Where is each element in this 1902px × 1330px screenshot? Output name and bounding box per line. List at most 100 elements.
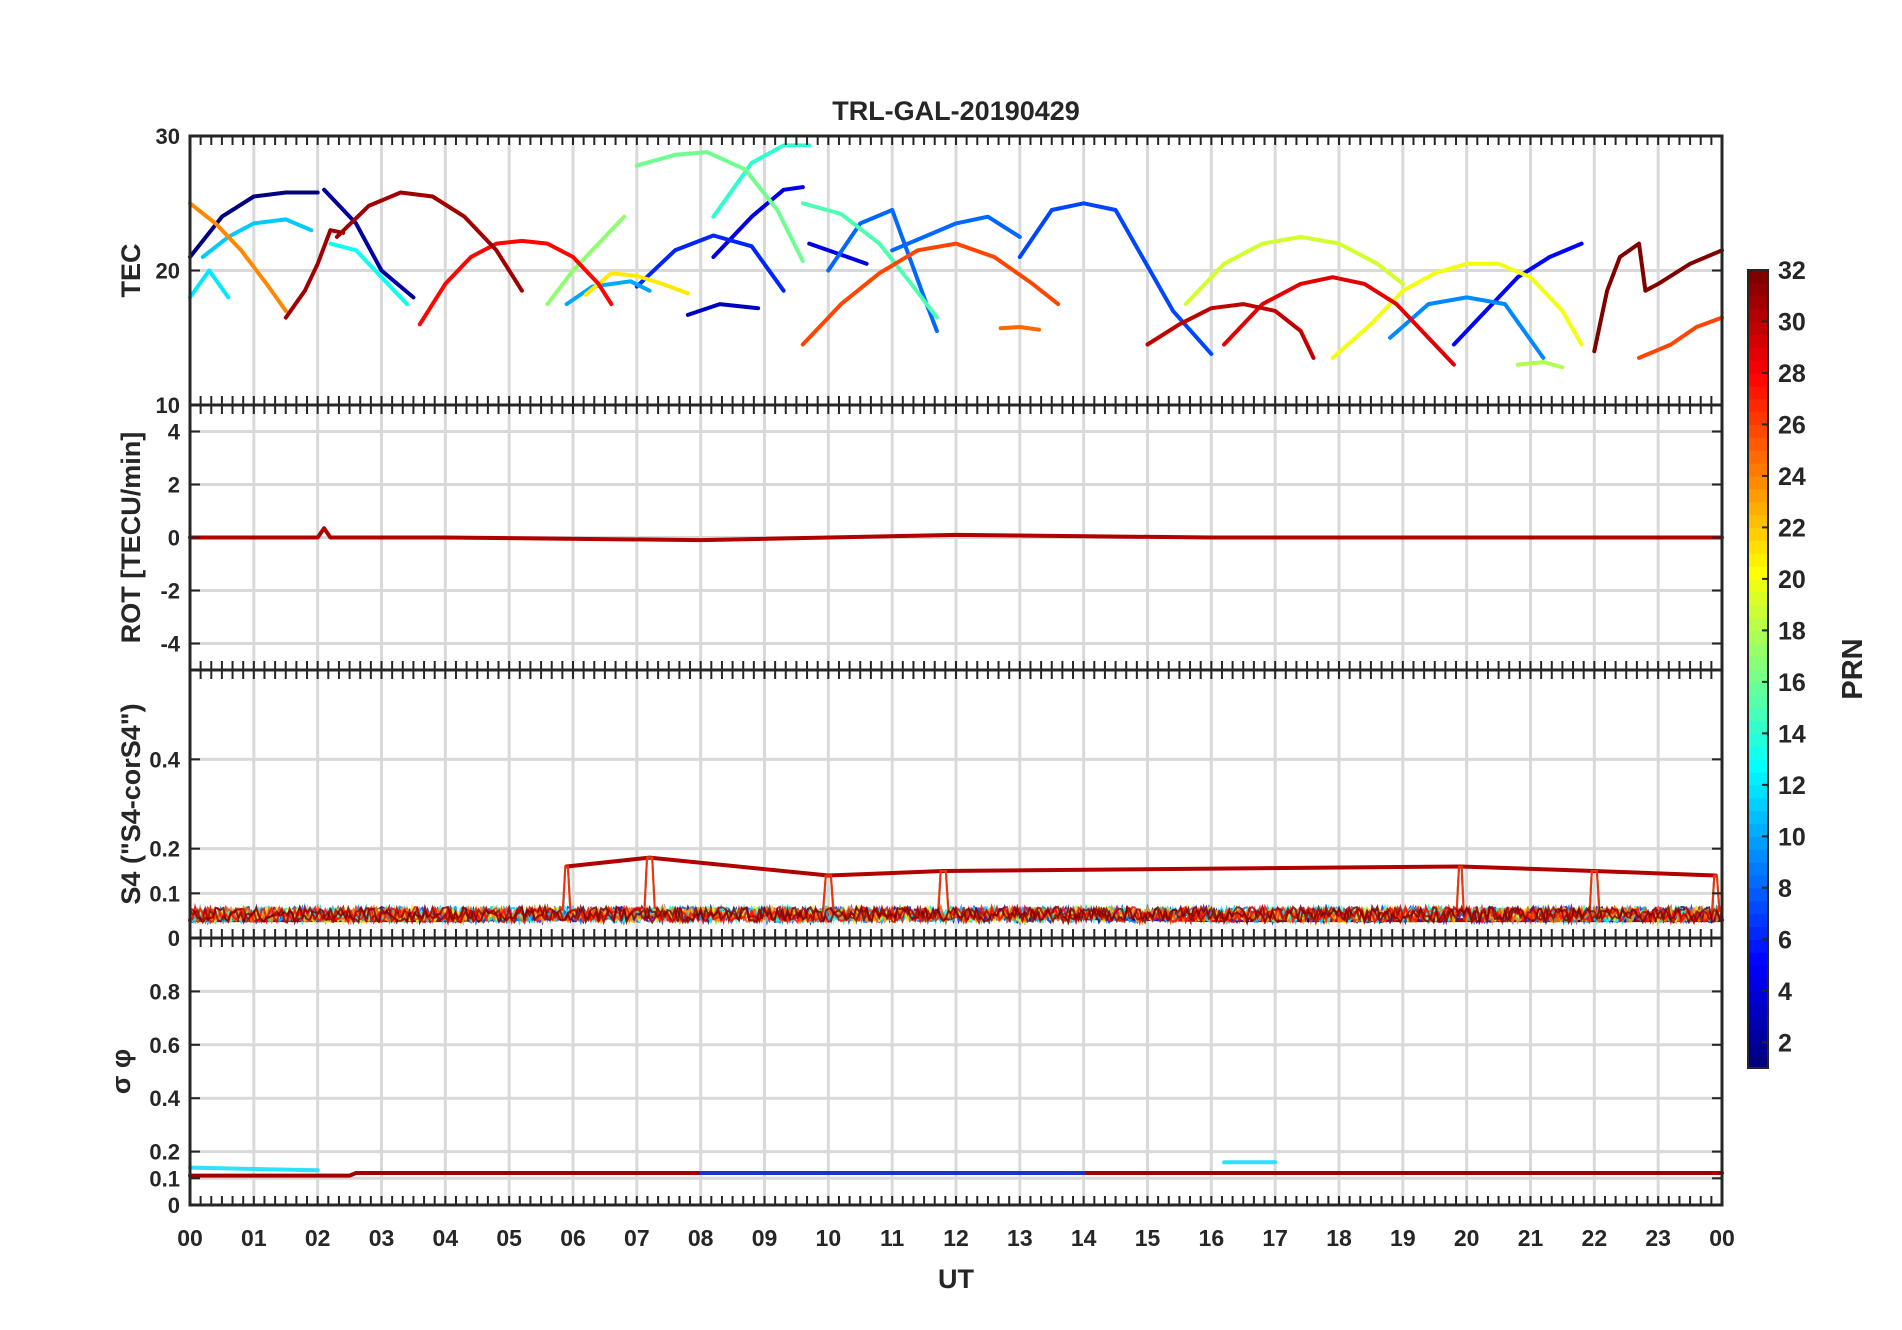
series-line — [417, 238, 614, 327]
colorbar-swatch — [1748, 810, 1768, 825]
x-tick-label: 21 — [1518, 1225, 1544, 1251]
series-line — [334, 190, 524, 293]
y-axis-label: σ φ — [106, 1049, 136, 1094]
x-tick-label: 17 — [1262, 1225, 1288, 1251]
colorbar-swatch — [1748, 321, 1768, 335]
colorbar-tick-label: 18 — [1778, 617, 1806, 645]
colorbar-swatch — [1748, 463, 1768, 477]
series-line — [1017, 201, 1214, 356]
series-line — [1592, 241, 1724, 354]
colorbar-tick-label: 22 — [1778, 514, 1806, 542]
x-tick-label: 06 — [560, 1225, 586, 1251]
colorbar-tick-label: 2 — [1778, 1029, 1792, 1057]
series-group — [188, 526, 1724, 543]
colorbar-swatch — [1748, 797, 1768, 812]
x-tick-label: 08 — [688, 1225, 714, 1251]
colorbar-swatch — [1748, 630, 1768, 644]
y-tick-label: 0 — [168, 526, 180, 551]
panel-s4: 0 0.1 0.2 0.4S4 ("S4-corS4") — [116, 668, 1724, 951]
colorbar-swatch — [1748, 566, 1768, 580]
x-tick-label: 07 — [624, 1225, 650, 1251]
colorbar-swatch — [1748, 270, 1768, 284]
colorbar-swatch — [1748, 398, 1768, 413]
y-tick-label: 4 — [168, 420, 181, 445]
x-tick-label: 09 — [752, 1225, 778, 1251]
x-tick-label: 13 — [1007, 1225, 1033, 1251]
x-tick-label: 19 — [1390, 1225, 1416, 1251]
series-group — [188, 143, 1724, 370]
y-tick-label: 0.4 — [149, 747, 180, 772]
series-line — [1451, 241, 1584, 347]
y-axis-label: S4 ("S4-corS4") — [116, 703, 146, 904]
colorbar-swatch — [1748, 939, 1768, 953]
colorbar-tick-label: 6 — [1778, 926, 1792, 954]
series-line — [1222, 275, 1456, 367]
colorbar-swatch — [1748, 553, 1768, 567]
colorbar-swatch — [1748, 733, 1768, 747]
colorbar-swatch — [1748, 385, 1768, 400]
colorbar-swatch — [1748, 282, 1768, 297]
x-tick-label: 05 — [496, 1225, 522, 1251]
colorbar-tick-label: 16 — [1778, 669, 1806, 697]
series-line — [1637, 315, 1724, 360]
colorbar-tick-label: 32 — [1778, 257, 1806, 285]
y-tick-label: 30 — [156, 124, 180, 149]
colorbar-swatch — [1748, 372, 1768, 387]
colorbar-tick-label: 24 — [1778, 463, 1806, 491]
colorbar-swatch — [1748, 836, 1768, 850]
y-tick-label: 0.2 — [149, 1140, 180, 1165]
x-axis-label: UT — [938, 1264, 974, 1294]
y-tick-label: 0 — [168, 1193, 180, 1218]
colorbar-swatch — [1748, 295, 1768, 310]
series-line — [322, 187, 416, 300]
series-group — [188, 1160, 1724, 1178]
y-axis-label: TEC — [116, 244, 146, 298]
x-tick-label: 15 — [1135, 1225, 1161, 1251]
colorbar-swatch — [1748, 334, 1768, 348]
colorbar-swatch — [1748, 656, 1768, 670]
colorbar-swatch — [1748, 862, 1768, 876]
series-line — [188, 1165, 320, 1173]
colorbar-swatch — [1748, 952, 1768, 966]
colorbar-swatch — [1748, 926, 1768, 940]
x-tick-label: 10 — [816, 1225, 842, 1251]
y-tick-label: 0.1 — [149, 1166, 180, 1191]
series-line — [807, 241, 869, 266]
chart-title: TRL-GAL-20190429 — [832, 96, 1080, 126]
series-line — [685, 302, 761, 317]
series-line — [634, 150, 805, 264]
x-tick-label: 02 — [305, 1225, 331, 1251]
colorbar-swatch — [1748, 977, 1768, 992]
y-tick-label: 10 — [156, 393, 180, 418]
colorbar-swatch — [1748, 514, 1768, 529]
colorbar-swatch — [1748, 874, 1768, 889]
colorbar-tick-label: 26 — [1778, 411, 1806, 439]
colorbar-swatch — [1748, 1042, 1768, 1056]
colorbar-tick-label: 14 — [1778, 720, 1806, 748]
colorbar-swatch — [1748, 720, 1768, 734]
colorbar-swatch — [1748, 488, 1768, 503]
colorbar-swatch — [1748, 450, 1768, 464]
y-tick-label: 0.6 — [149, 1033, 180, 1058]
colorbar-tick-label: 12 — [1778, 772, 1806, 800]
colorbar-swatch — [1748, 900, 1768, 915]
colorbar-swatch — [1748, 681, 1768, 696]
colorbar-swatch — [1748, 643, 1768, 657]
colorbar-swatch — [1748, 1029, 1768, 1043]
y-tick-label: 2 — [168, 473, 180, 498]
x-tick-label: 16 — [1199, 1225, 1225, 1251]
colorbar-swatch — [1748, 746, 1768, 760]
y-tick-label: 0 — [168, 926, 180, 951]
y-tick-label: 0.8 — [149, 979, 180, 1004]
colorbar-swatch — [1748, 669, 1768, 683]
colorbar-frame — [1747, 269, 1769, 1069]
colorbar-tick-label: 28 — [1778, 360, 1806, 388]
colorbar-swatch — [1748, 784, 1768, 799]
colorbar-swatch — [1748, 360, 1768, 374]
series-line — [189, 903, 1723, 926]
colorbar-swatch — [1748, 437, 1768, 451]
x-tick-label: 00 — [1709, 1225, 1735, 1251]
series-line — [188, 190, 320, 259]
x-tick-labels: 00 01 02 03 04 05 06 07 08 09 10 11 12 13 14 15 16 17 18 19… — [177, 1225, 1735, 1251]
